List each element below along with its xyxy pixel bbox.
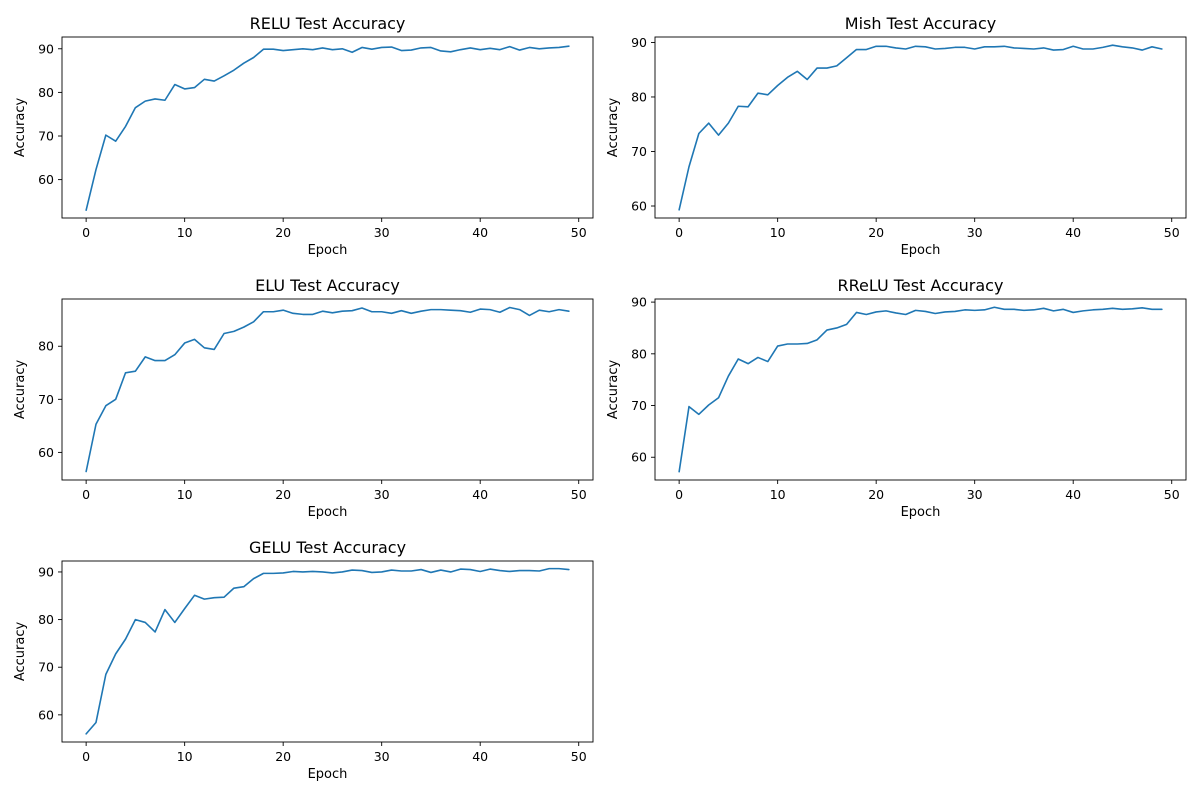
y-axis-label: Accuracy — [13, 360, 28, 420]
y-tick-label: 70 — [38, 392, 54, 407]
x-tick-label: 40 — [1065, 487, 1081, 502]
x-tick-label: 20 — [868, 487, 884, 502]
x-tick-label: 50 — [571, 749, 587, 764]
y-tick-label: 70 — [631, 398, 647, 413]
series-line — [678, 306, 1163, 473]
y-tick-label: 70 — [38, 660, 54, 675]
x-tick-label: 50 — [571, 487, 587, 502]
subplot-gelu: 0 10 20 30 40 50 60 70 80 90 GELU Test Accuracy Epo… — [13, 538, 594, 782]
subplot-mish: 0 10 20 30 40 50 60 70 80 90 Mish Test Accuracy Epo… — [606, 14, 1187, 258]
series-line — [678, 44, 1163, 211]
x-tick-label: 30 — [374, 225, 390, 240]
y-tick-label: 60 — [631, 450, 647, 465]
series-line — [85, 45, 570, 211]
chart-title: Mish Test Accuracy — [845, 14, 996, 33]
subplot-elu: 0 10 20 30 40 50 60 70 80 ELU Test Accuracy Epoch A… — [13, 276, 594, 520]
y-tick-label: 60 — [38, 172, 54, 187]
x-axis-label: Epoch — [308, 505, 348, 520]
x-tick-label: 40 — [472, 487, 488, 502]
x-tick-label: 10 — [770, 225, 786, 240]
x-tick-label: 10 — [770, 487, 786, 502]
x-tick-label: 20 — [275, 225, 291, 240]
y-axis-label: Accuracy — [606, 98, 621, 158]
y-tick-label: 90 — [631, 35, 647, 50]
x-axis-label: Epoch — [901, 505, 941, 520]
y-tick-label: 60 — [38, 445, 54, 460]
y-tick-label: 90 — [38, 564, 54, 579]
series-line — [85, 306, 570, 473]
x-tick-label: 20 — [275, 487, 291, 502]
chart-title: GELU Test Accuracy — [249, 538, 406, 557]
x-tick-label: 30 — [374, 487, 390, 502]
y-tick-label: 80 — [631, 89, 647, 104]
x-tick-label: 0 — [82, 225, 90, 240]
x-tick-label: 40 — [472, 749, 488, 764]
y-tick-label: 70 — [38, 129, 54, 144]
x-axis-label: Epoch — [901, 243, 941, 258]
chart-title: ELU Test Accuracy — [255, 276, 400, 295]
x-tick-label: 30 — [967, 487, 983, 502]
y-tick-label: 60 — [631, 199, 647, 214]
y-tick-label: 80 — [631, 346, 647, 361]
chart-title: RReLU Test Accuracy — [838, 276, 1004, 295]
axes-frame — [654, 298, 1187, 481]
axes-frame — [61, 560, 594, 743]
axes-frame — [61, 298, 594, 481]
series-line — [85, 567, 570, 735]
x-tick-label: 0 — [82, 487, 90, 502]
x-tick-label: 20 — [275, 749, 291, 764]
x-tick-label: 50 — [1164, 487, 1180, 502]
y-tick-label: 80 — [38, 612, 54, 627]
y-axis-label: Accuracy — [13, 98, 28, 158]
chart-title: RELU Test Accuracy — [250, 14, 406, 33]
x-tick-label: 10 — [177, 487, 193, 502]
x-tick-label: 0 — [82, 749, 90, 764]
x-tick-label: 40 — [1065, 225, 1081, 240]
x-tick-label: 0 — [675, 487, 683, 502]
y-tick-label: 70 — [631, 144, 647, 159]
x-tick-label: 20 — [868, 225, 884, 240]
y-tick-label: 80 — [38, 339, 54, 354]
x-tick-label: 50 — [1164, 225, 1180, 240]
x-tick-label: 30 — [374, 749, 390, 764]
x-tick-label: 50 — [571, 225, 587, 240]
x-tick-label: 30 — [967, 225, 983, 240]
y-tick-label: 80 — [38, 85, 54, 100]
x-tick-label: 10 — [177, 749, 193, 764]
x-tick-label: 40 — [472, 225, 488, 240]
y-axis-label: Accuracy — [13, 622, 28, 682]
x-tick-label: 0 — [675, 225, 683, 240]
subplot-rrelu: 0 10 20 30 40 50 60 70 80 90 RReLU Test Accuracy Ep… — [606, 276, 1187, 520]
x-axis-label: Epoch — [308, 243, 348, 258]
y-axis-label: Accuracy — [606, 360, 621, 420]
axes-frame — [654, 36, 1187, 219]
y-tick-label: 90 — [631, 295, 647, 310]
subplot-relu: 0 10 20 30 40 50 60 70 80 90 RELU Test Accuracy Epo… — [13, 14, 594, 258]
x-tick-label: 10 — [177, 225, 193, 240]
y-tick-label: 60 — [38, 707, 54, 722]
y-tick-label: 90 — [38, 41, 54, 56]
x-axis-label: Epoch — [308, 767, 348, 782]
axes-frame — [61, 36, 594, 219]
